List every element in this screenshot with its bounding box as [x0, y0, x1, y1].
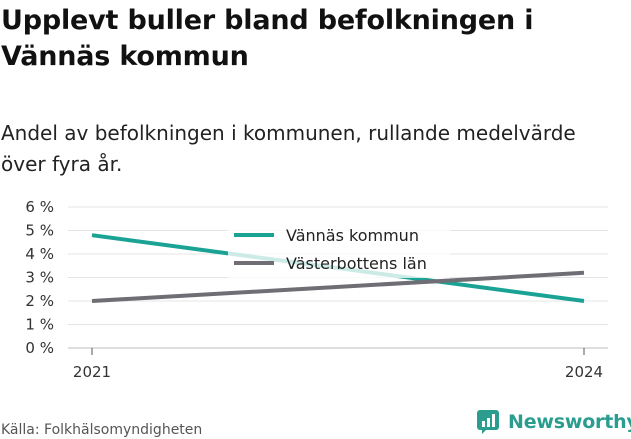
chart-subtitle: Andel av befolkningen i kommunen, rullan… — [1, 121, 576, 176]
x-axis: 2021 2024 — [73, 348, 603, 381]
brand-logo: Newsworthy — [476, 408, 631, 436]
y-tick-label: 6 % — [25, 198, 54, 216]
legend-background — [228, 222, 450, 278]
y-tick-label: 3 % — [25, 269, 54, 287]
legend-label: Vännäs kommun — [286, 226, 419, 245]
y-tick-label: 2 % — [25, 292, 54, 310]
brand-name: Newsworthy — [508, 411, 631, 433]
chart-title: Upplevt buller bland befolkningen i Vänn… — [1, 5, 534, 72]
legend: Vännäs kommun Västerbottens län — [228, 222, 450, 278]
series-line-1 — [91, 270, 585, 303]
newsworthy-logo-icon — [477, 410, 499, 434]
legend-label: Västerbottens län — [286, 254, 427, 273]
source-note: Källa: Folkhälsomyndigheten — [1, 422, 203, 438]
y-tick-label: 4 % — [25, 245, 54, 263]
x-tick-label: 2024 — [565, 363, 603, 381]
y-tick-label: 1 % — [25, 316, 54, 334]
x-tick-label: 2021 — [73, 363, 111, 381]
y-tick-label: 0 % — [25, 339, 54, 357]
y-axis-ticks: 0 % 1 % 2 % 3 % 4 % 5 % 6 % — [25, 198, 54, 357]
y-tick-label: 5 % — [25, 222, 54, 240]
